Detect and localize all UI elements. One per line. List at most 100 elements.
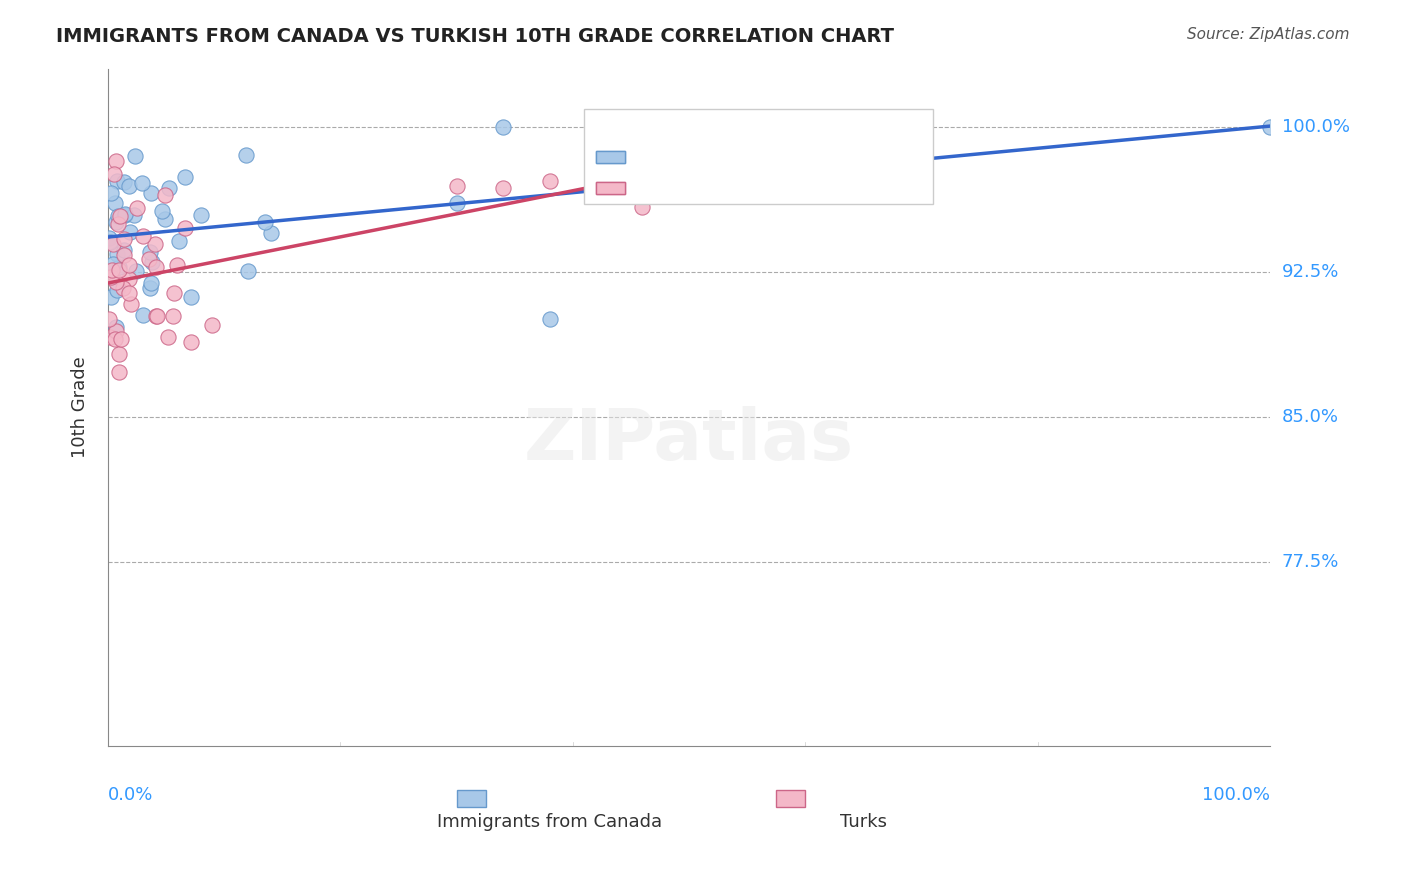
Text: N = 46: N = 46: [776, 145, 839, 162]
Point: [112, 175, 135, 189]
Point: [120, 297, 142, 311]
FancyBboxPatch shape: [596, 152, 626, 163]
Point: [201, 318, 224, 332]
Point: [155, 188, 177, 202]
Point: [157, 180, 180, 194]
Point: [107, 174, 129, 188]
FancyBboxPatch shape: [596, 182, 626, 194]
Point: [174, 220, 197, 235]
Point: [98, 312, 121, 326]
Point: [180, 335, 202, 350]
Text: ZIPatlas: ZIPatlas: [524, 407, 853, 475]
Point: [131, 308, 153, 322]
Point: [146, 309, 169, 323]
Text: R = 0.396: R = 0.396: [637, 175, 727, 193]
Point: [104, 324, 127, 338]
Point: [105, 247, 128, 261]
Point: [112, 248, 135, 262]
Point: [118, 258, 141, 272]
Point: [104, 320, 127, 334]
Point: [131, 176, 153, 190]
Point: [1258, 120, 1281, 134]
Point: [100, 270, 122, 285]
FancyBboxPatch shape: [585, 109, 934, 204]
Text: Immigrants from Canada: Immigrants from Canada: [437, 814, 662, 831]
Point: [139, 186, 162, 201]
Point: [108, 263, 131, 277]
Point: [585, 160, 607, 174]
Point: [654, 170, 676, 185]
Y-axis label: 10th Grade: 10th Grade: [72, 356, 89, 458]
Point: [132, 229, 155, 244]
Point: [748, 130, 770, 145]
Point: [118, 285, 141, 300]
Point: [108, 260, 131, 274]
Point: [631, 201, 654, 215]
Point: [104, 275, 127, 289]
Text: 0.0%: 0.0%: [108, 787, 153, 805]
Point: [173, 170, 195, 185]
Point: [124, 208, 146, 222]
Point: [98, 235, 121, 249]
Point: [101, 257, 124, 271]
Point: [108, 365, 131, 379]
Text: Turks: Turks: [839, 814, 887, 831]
Point: [538, 312, 561, 326]
Point: [100, 186, 122, 201]
Point: [114, 207, 136, 221]
Point: [124, 149, 146, 163]
Point: [141, 276, 163, 290]
Point: [190, 208, 212, 222]
Point: [100, 290, 122, 304]
Point: [118, 225, 141, 239]
FancyBboxPatch shape: [457, 789, 485, 806]
Point: [702, 142, 724, 156]
Point: [103, 167, 125, 181]
FancyBboxPatch shape: [776, 789, 806, 806]
Point: [108, 209, 131, 223]
Point: [127, 201, 149, 215]
Text: 100.0%: 100.0%: [1281, 118, 1350, 136]
Point: [98, 231, 121, 245]
Point: [112, 280, 135, 294]
Text: N = 46: N = 46: [776, 175, 839, 193]
Point: [145, 309, 167, 323]
Point: [104, 215, 127, 229]
Point: [180, 290, 202, 304]
Point: [105, 283, 128, 297]
Point: [104, 195, 127, 210]
Point: [166, 258, 188, 272]
Text: 77.5%: 77.5%: [1281, 553, 1339, 571]
Point: [118, 179, 141, 194]
Point: [138, 245, 160, 260]
Point: [236, 264, 259, 278]
Point: [107, 209, 129, 223]
Point: [108, 347, 131, 361]
Point: [169, 235, 191, 249]
Point: [607, 139, 630, 153]
Point: [125, 264, 148, 278]
Point: [138, 252, 160, 266]
Point: [156, 330, 179, 344]
Point: [101, 236, 124, 251]
Text: 100.0%: 100.0%: [1202, 787, 1270, 805]
Text: R =  0.119: R = 0.119: [637, 145, 733, 162]
Point: [538, 174, 561, 188]
Point: [155, 212, 177, 227]
Point: [110, 332, 132, 346]
Point: [112, 232, 135, 246]
Point: [117, 271, 139, 285]
Point: [235, 147, 257, 161]
Point: [492, 181, 515, 195]
Point: [141, 254, 163, 268]
Point: [104, 333, 127, 347]
Point: [492, 120, 515, 134]
Text: 92.5%: 92.5%: [1281, 262, 1339, 281]
Point: [100, 262, 122, 277]
Point: [98, 330, 121, 344]
Point: [114, 208, 136, 222]
Text: 85.0%: 85.0%: [1281, 408, 1339, 425]
Point: [143, 236, 166, 251]
Point: [163, 285, 186, 300]
Text: Source: ZipAtlas.com: Source: ZipAtlas.com: [1187, 27, 1350, 42]
